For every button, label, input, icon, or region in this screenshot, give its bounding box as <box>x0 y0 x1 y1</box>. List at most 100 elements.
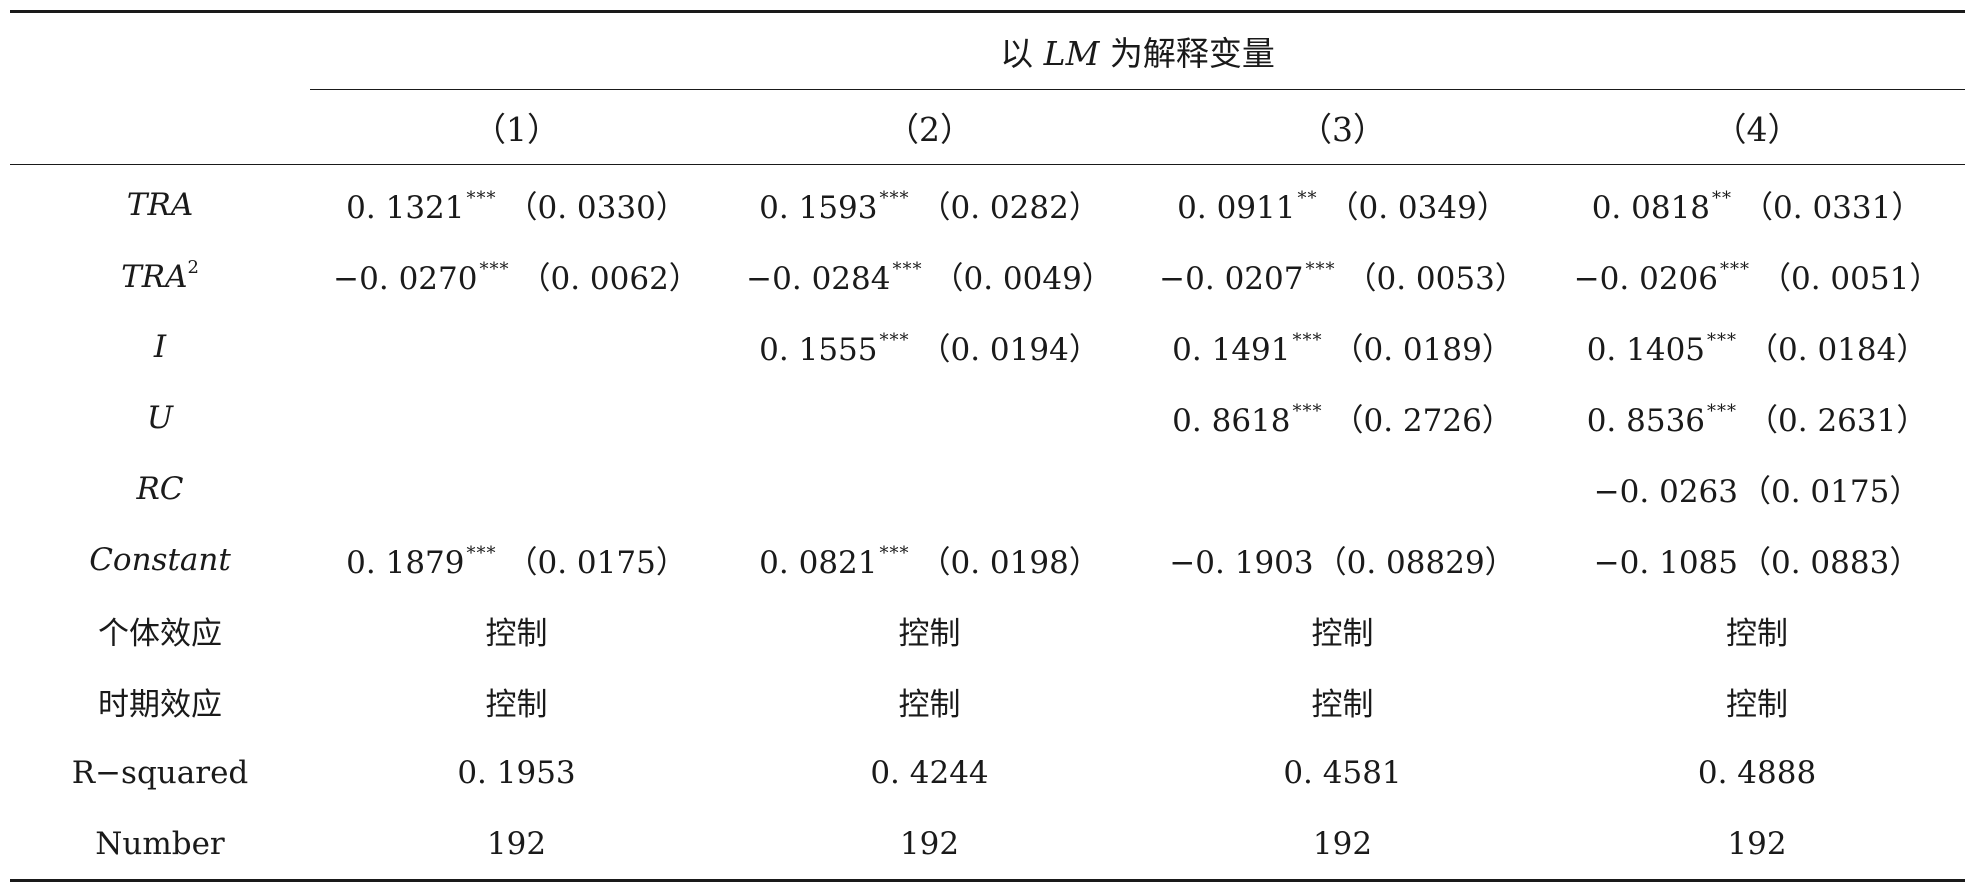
row-label-text: TRA <box>126 186 194 223</box>
table-cell: −0. 1085（0. 0883） <box>1549 524 1965 595</box>
row-label: Constant <box>10 524 310 595</box>
coefficient: −0. 0263 <box>1593 474 1738 510</box>
coefficient: 控制 <box>485 687 548 723</box>
row-label: U <box>10 382 310 453</box>
table-cell: 0. 0911 ** （0. 0349） <box>1136 165 1549 241</box>
standard-error: （0. 0062） <box>519 261 700 297</box>
standard-error: （0. 0883） <box>1740 545 1921 581</box>
row-label-text: 个体效应 <box>98 616 222 652</box>
table-cell: −0. 0207 *** （0. 0053） <box>1136 240 1549 311</box>
table-cell: 0. 1555 *** （0. 0194） <box>723 311 1136 382</box>
table-cell <box>310 453 723 524</box>
table-cell: 控制 <box>310 595 723 666</box>
table-cell: 0. 4244 <box>723 737 1136 808</box>
column-header-2: （2） <box>723 89 1136 165</box>
coefficient: 192 <box>1312 825 1373 862</box>
coefficient: 0. 1555 <box>759 332 878 368</box>
group-header-row: 以 LM 为解释变量 <box>10 10 1966 90</box>
group-suffix: 为解释变量 <box>1099 34 1275 73</box>
table-cell: 0. 8618 *** （0. 2726） <box>1136 382 1549 453</box>
significance-stars: *** <box>1707 330 1738 351</box>
table-cell: 0. 1491 *** （0. 0189） <box>1136 311 1549 382</box>
row-label-text: R−squared <box>71 754 249 791</box>
table-cell: 0. 1593 *** （0. 0282） <box>723 165 1136 241</box>
table-cell <box>310 311 723 382</box>
significance-stars: *** <box>466 543 497 564</box>
table-cell: 0. 1879 *** （0. 0175） <box>310 524 723 595</box>
coefficient: 0. 0821 <box>759 545 878 581</box>
row-label: 个体效应 <box>10 595 310 666</box>
row-label: 时期效应 <box>10 666 310 737</box>
standard-error: （0. 0184） <box>1747 332 1928 368</box>
coefficient: 192 <box>899 825 960 862</box>
significance-stars: *** <box>879 188 910 209</box>
table-cell: 控制 <box>1136 595 1549 666</box>
significance-stars: *** <box>479 259 510 280</box>
coefficient: 0. 0911 <box>1177 190 1296 226</box>
standard-error: （0. 0175） <box>506 545 687 581</box>
coefficient: 控制 <box>1726 687 1789 723</box>
coefficient: 0. 0818 <box>1591 190 1711 226</box>
table-cell: 控制 <box>1549 666 1965 737</box>
significance-stars: *** <box>1292 330 1323 351</box>
table-cell <box>1136 453 1549 524</box>
table-row: Number 192 192 192 192 <box>10 808 1966 882</box>
standard-error: （0. 0330） <box>506 190 687 226</box>
row-label-text: Number <box>95 825 225 862</box>
standard-error: （0. 0049） <box>932 261 1113 297</box>
significance-stars: *** <box>1305 259 1336 280</box>
table-cell: 0. 1953 <box>310 737 723 808</box>
coefficient: 控制 <box>1726 616 1789 652</box>
coefficient: 0. 8536 <box>1586 403 1706 439</box>
table-cell: 0. 4581 <box>1136 737 1549 808</box>
coefficient: 192 <box>1727 825 1787 862</box>
standard-error: （0. 0194） <box>919 332 1100 368</box>
coefficient: −0. 0206 <box>1573 261 1718 297</box>
column-header-1: （1） <box>310 89 723 165</box>
coefficient: 0. 1405 <box>1586 332 1706 368</box>
significance-stars: *** <box>1707 401 1738 422</box>
standard-error: （0. 2631） <box>1747 403 1928 439</box>
row-label-text: Constant <box>89 541 231 578</box>
coefficient: 0. 4244 <box>870 754 989 791</box>
row-label: RC <box>10 453 310 524</box>
table-row: TRA2 −0. 0270 *** （0. 0062） −0. 0284 *** （0. 0… <box>10 240 1965 311</box>
significance-stars: *** <box>466 188 497 209</box>
table-cell: 0. 1405 *** （0. 0184） <box>1549 311 1965 382</box>
table-row: RC −0. 0263（0. 0175） <box>10 453 1965 524</box>
table-cell: 0. 0818 ** （0. 0331） <box>1549 165 1965 241</box>
table-row: I 0. 1555 *** （0. 0194） 0. 1491 *** （0. 0189） 0… <box>10 311 1965 382</box>
table-row: U 0. 8618 *** （0. 2726） 0. 8536 *** （0. 2631） <box>10 382 1965 453</box>
significance-stars: ** <box>1712 188 1733 209</box>
column-header-3: （3） <box>1136 89 1549 165</box>
table-cell <box>310 382 723 453</box>
coefficient: 控制 <box>1311 687 1374 723</box>
table-cell <box>723 382 1136 453</box>
table-cell: −0. 0263（0. 0175） <box>1549 453 1965 524</box>
table-cell: 控制 <box>723 666 1136 737</box>
table-cell: 0. 4888 <box>1549 737 1965 808</box>
table-cell: 192 <box>1549 808 1966 882</box>
standard-error: （0. 0189） <box>1332 332 1513 368</box>
standard-error: （0. 0331） <box>1742 190 1923 226</box>
coefficient: 0. 1879 <box>346 545 465 581</box>
table-cell: 控制 <box>1549 595 1965 666</box>
column-header-4: （4） <box>1549 89 1966 165</box>
group-prefix: 以 <box>1000 34 1044 73</box>
significance-stars: ** <box>1297 188 1318 209</box>
table-cell <box>723 453 1136 524</box>
regression-table-container: 以 LM 为解释变量 （1） （2） （3） （4） TRA 0. 1321 ***… <box>10 10 1966 882</box>
row-label-superscript: 2 <box>187 256 199 278</box>
row-label-text: RC <box>136 470 184 507</box>
table-cell: 192 <box>723 808 1136 882</box>
significance-stars: *** <box>1720 259 1750 280</box>
standard-error: （0. 0198） <box>919 545 1100 581</box>
coefficient: 192 <box>486 825 547 862</box>
coefficient: 控制 <box>1311 616 1374 652</box>
row-label-text: 时期效应 <box>98 687 222 723</box>
coefficient: 0. 1953 <box>457 754 576 791</box>
row-label-text: U <box>146 399 174 436</box>
coefficient: 控制 <box>898 616 961 652</box>
table-cell: 0. 1321 *** （0. 0330） <box>310 165 723 241</box>
regression-table: 以 LM 为解释变量 （1） （2） （3） （4） TRA 0. 1321 ***… <box>10 10 1966 882</box>
